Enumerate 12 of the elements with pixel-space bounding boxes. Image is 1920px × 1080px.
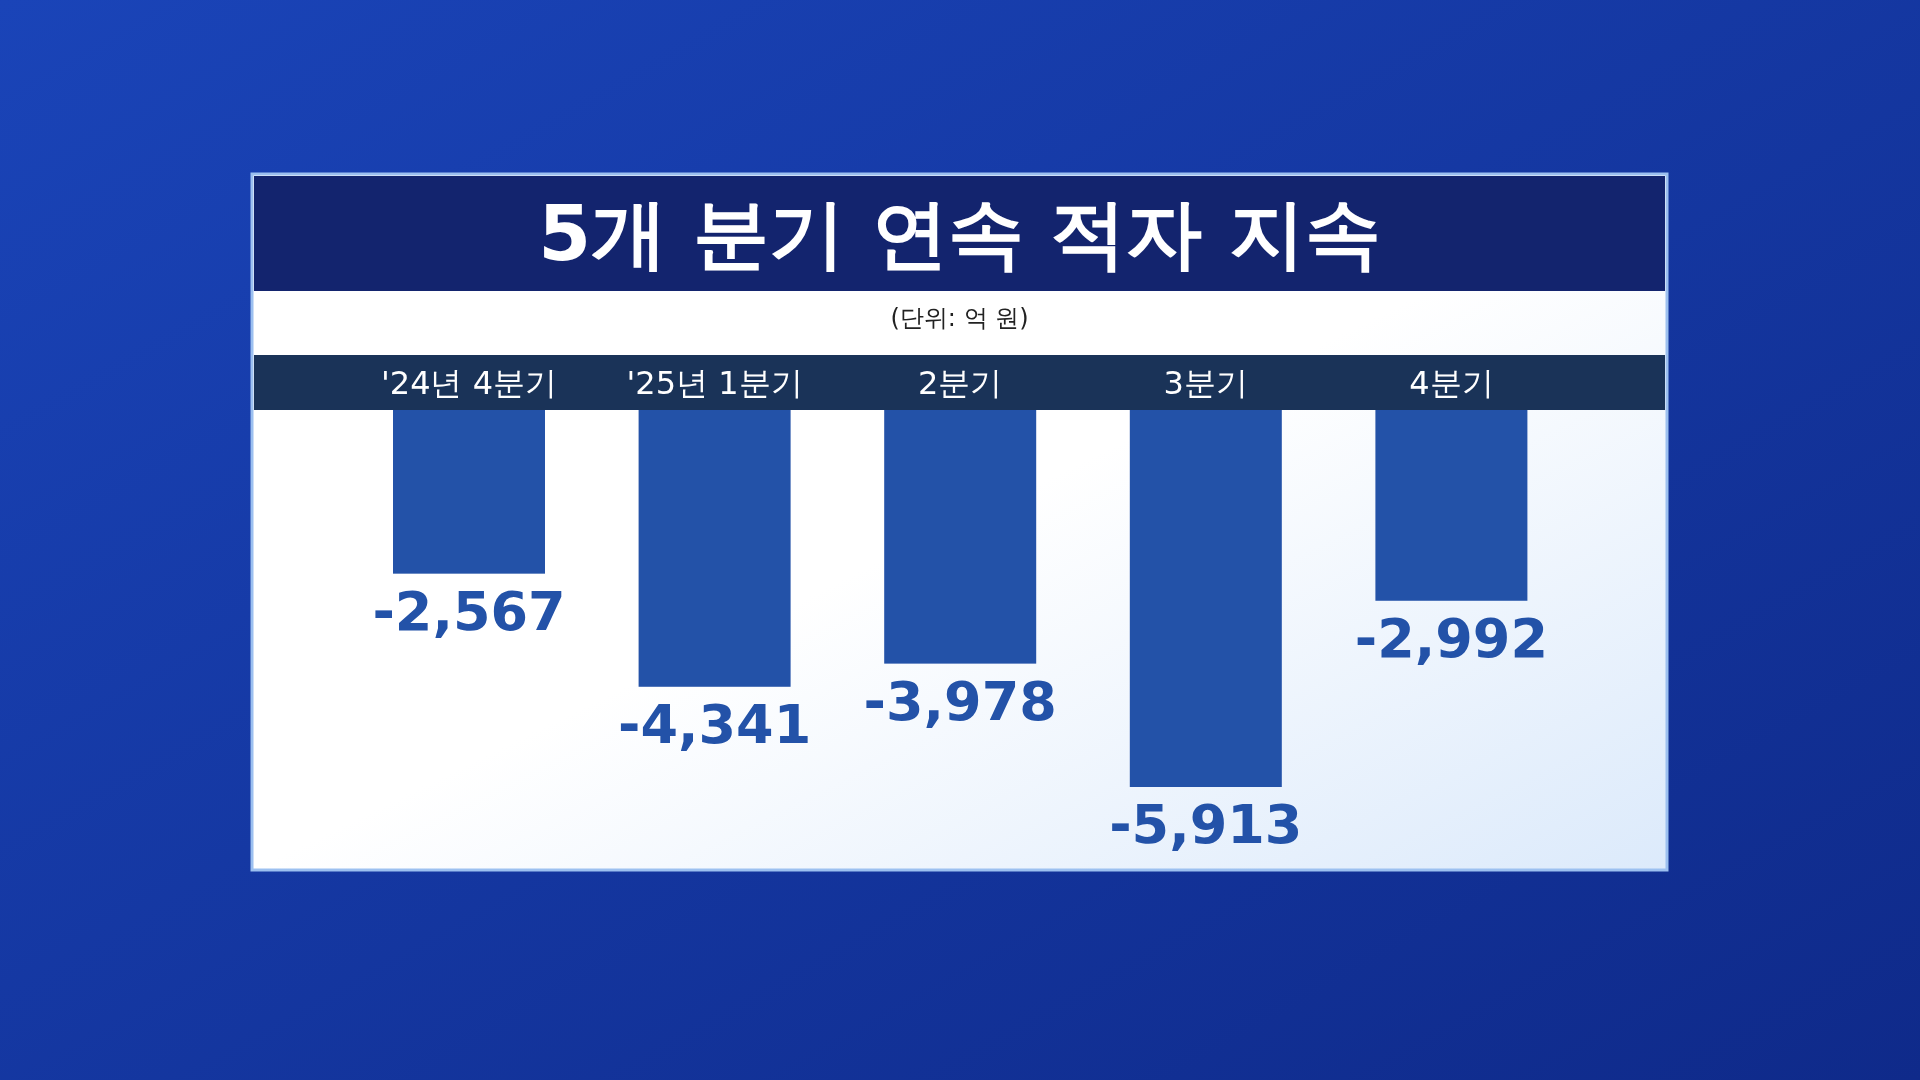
data-label: -5,913 (1109, 793, 1303, 856)
x-tick-label: 2분기 (918, 364, 1003, 402)
x-tick-label: 4분기 (1409, 364, 1494, 402)
chart-title: 5개 분기 연속 적자 지속 (538, 189, 1381, 278)
x-tick-label: 3분기 (1163, 364, 1248, 402)
data-label: -3,978 (863, 669, 1057, 733)
data-label: -2,992 (1354, 606, 1549, 670)
data-label: -4,341 (617, 692, 812, 756)
data-label: -2,567 (372, 579, 566, 643)
x-tick-label: '25년 1분기 (626, 364, 803, 402)
x-tick-label: '24년 4분기 (380, 364, 558, 402)
chart-subtitle: (단위: 억 원) (890, 304, 1029, 332)
